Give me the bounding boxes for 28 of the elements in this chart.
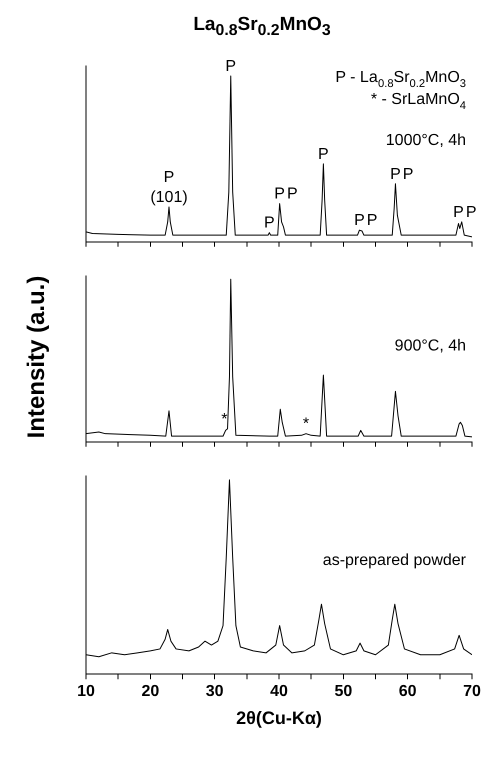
x-tick-label: 60 bbox=[398, 683, 417, 700]
x-tick-label: 20 bbox=[141, 683, 160, 700]
annotation: 900°C, 4h bbox=[394, 338, 466, 355]
annotation: P bbox=[366, 212, 378, 230]
annotation: P bbox=[164, 168, 174, 186]
x-tick-label: 10 bbox=[77, 683, 95, 700]
annotation: * bbox=[302, 416, 310, 433]
annotation: P bbox=[225, 58, 236, 75]
x-axis-title: 2θ(Cu-Kα) bbox=[236, 708, 322, 728]
annotation: 1000°C, 4h bbox=[386, 132, 466, 150]
chart-title: La$_{0.8}$Sr$_{0.2}$MnO$_{3}$ bbox=[192, 13, 332, 41]
annotation: P bbox=[453, 204, 464, 221]
annotation: P bbox=[318, 146, 329, 163]
annotation: as-prepared powder bbox=[322, 552, 467, 570]
annotation: * bbox=[221, 410, 228, 428]
annotation: P bbox=[402, 166, 414, 183]
annotation: P bbox=[466, 204, 476, 221]
x-tick-label: 30 bbox=[206, 683, 224, 700]
x-tick-label: 50 bbox=[334, 683, 352, 700]
annotation: P bbox=[264, 214, 275, 232]
x-tick-label: 40 bbox=[270, 683, 288, 700]
y-axis-title: Intensity (a.u.) bbox=[23, 275, 51, 438]
annotation: P bbox=[274, 186, 285, 203]
annotation: P bbox=[286, 186, 298, 203]
x-tick-label: 70 bbox=[463, 683, 481, 700]
annotation: P bbox=[390, 166, 401, 183]
annotation: P bbox=[354, 212, 365, 230]
annotation: (101) bbox=[150, 188, 188, 206]
